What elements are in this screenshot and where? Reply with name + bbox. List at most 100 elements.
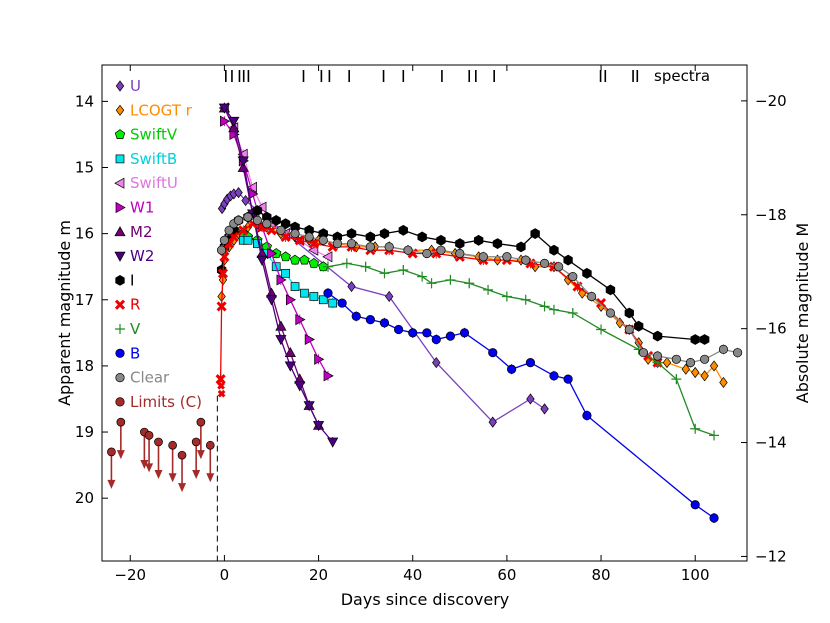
y-axis-title: Apparent magnitude m bbox=[55, 220, 74, 406]
data-point bbox=[709, 360, 719, 372]
data-point bbox=[483, 284, 494, 295]
data-point bbox=[284, 361, 296, 372]
data-point bbox=[379, 318, 390, 328]
series-v bbox=[322, 258, 720, 441]
legend-item: M2 bbox=[114, 223, 153, 241]
data-point bbox=[308, 244, 319, 256]
spectra-markers bbox=[225, 70, 639, 82]
data-point bbox=[252, 215, 262, 226]
limit-point bbox=[191, 437, 201, 479]
data-point bbox=[732, 348, 743, 358]
x-axis-ticks: −20 0 20 40 60 80 100 bbox=[114, 65, 710, 584]
data-point bbox=[540, 403, 549, 415]
data-point bbox=[289, 254, 301, 265]
limit-point bbox=[205, 440, 215, 483]
limit-point bbox=[144, 430, 154, 473]
data-point bbox=[478, 252, 488, 262]
y-tick-label: 15 bbox=[75, 159, 94, 177]
series-line bbox=[223, 107, 334, 443]
legend-item: W2 bbox=[114, 247, 154, 265]
x-axis-title: Days since discovery bbox=[341, 590, 510, 609]
series-w2 bbox=[218, 102, 339, 448]
data-point bbox=[718, 344, 729, 354]
legend-label: SwiftV bbox=[130, 126, 178, 144]
limit-marker bbox=[144, 430, 154, 440]
series-line bbox=[327, 262, 715, 436]
y2-tick-label: −18 bbox=[755, 206, 787, 224]
legend-marker bbox=[115, 397, 125, 407]
data-point bbox=[384, 242, 394, 252]
data-point bbox=[525, 358, 536, 368]
legend-label: U bbox=[130, 77, 141, 95]
data-point bbox=[431, 334, 441, 345]
data-point bbox=[432, 357, 441, 369]
data-point bbox=[267, 247, 278, 260]
limit-arrow-head bbox=[192, 469, 201, 479]
data-point bbox=[445, 331, 455, 341]
data-point bbox=[681, 363, 690, 375]
legend-marker bbox=[114, 177, 125, 189]
discovery-point bbox=[217, 381, 225, 390]
data-point bbox=[237, 161, 249, 172]
legend-item: I bbox=[115, 271, 134, 289]
legend-item: SwiftB bbox=[115, 150, 177, 168]
x-tick-label: −20 bbox=[114, 566, 146, 584]
legend-item: SwiftV bbox=[114, 126, 178, 144]
limit-arrow-head bbox=[154, 469, 163, 479]
legend-item: R bbox=[114, 296, 140, 314]
data-point bbox=[216, 245, 227, 255]
data-point bbox=[422, 328, 432, 338]
limit-marker bbox=[196, 417, 206, 427]
limit-marker bbox=[177, 450, 187, 460]
data-point bbox=[243, 235, 253, 245]
data-point bbox=[492, 238, 503, 250]
data-point bbox=[488, 416, 497, 428]
data-point bbox=[379, 268, 390, 279]
legend-marker bbox=[115, 324, 125, 334]
data-point bbox=[548, 304, 559, 315]
legend-marker bbox=[114, 299, 126, 310]
limit-point bbox=[196, 417, 206, 460]
data-point bbox=[605, 308, 616, 318]
data-point bbox=[219, 235, 230, 245]
limit-point bbox=[107, 447, 116, 489]
data-point bbox=[322, 261, 333, 272]
limit-marker bbox=[205, 440, 215, 450]
limit-arrow-head bbox=[116, 450, 125, 460]
data-point bbox=[262, 219, 272, 229]
data-point bbox=[300, 288, 309, 298]
data-point bbox=[568, 272, 578, 282]
data-point bbox=[312, 421, 325, 432]
legend-marker bbox=[115, 154, 125, 164]
data-point bbox=[567, 308, 578, 318]
series-line bbox=[220, 209, 705, 341]
y2-tick-label: −16 bbox=[755, 320, 787, 338]
data-point bbox=[346, 228, 357, 240]
data-point bbox=[241, 194, 250, 207]
data-point bbox=[271, 214, 281, 226]
data-point bbox=[346, 238, 357, 249]
data-point bbox=[530, 228, 540, 240]
data-point bbox=[318, 235, 328, 245]
data-point bbox=[690, 423, 701, 434]
y-tick-label: 17 bbox=[75, 291, 94, 309]
data-point bbox=[216, 301, 227, 312]
y-tick-label: 14 bbox=[75, 92, 94, 110]
legend-label: SwiftU bbox=[130, 174, 178, 192]
y-tick-label: 19 bbox=[75, 423, 94, 441]
data-point bbox=[501, 291, 512, 302]
legend-marker bbox=[115, 201, 126, 214]
data-point bbox=[290, 229, 300, 239]
data-point bbox=[652, 351, 663, 361]
data-point bbox=[398, 224, 408, 236]
data-point bbox=[394, 324, 404, 335]
x-tick-label: 0 bbox=[220, 566, 230, 584]
data-point bbox=[719, 376, 728, 389]
data-point bbox=[385, 290, 394, 303]
legend-label: B bbox=[130, 344, 140, 362]
data-point bbox=[365, 315, 375, 325]
data-point bbox=[455, 238, 465, 250]
limit-point bbox=[116, 417, 126, 460]
data-point bbox=[314, 353, 325, 365]
limit-marker bbox=[168, 440, 177, 450]
